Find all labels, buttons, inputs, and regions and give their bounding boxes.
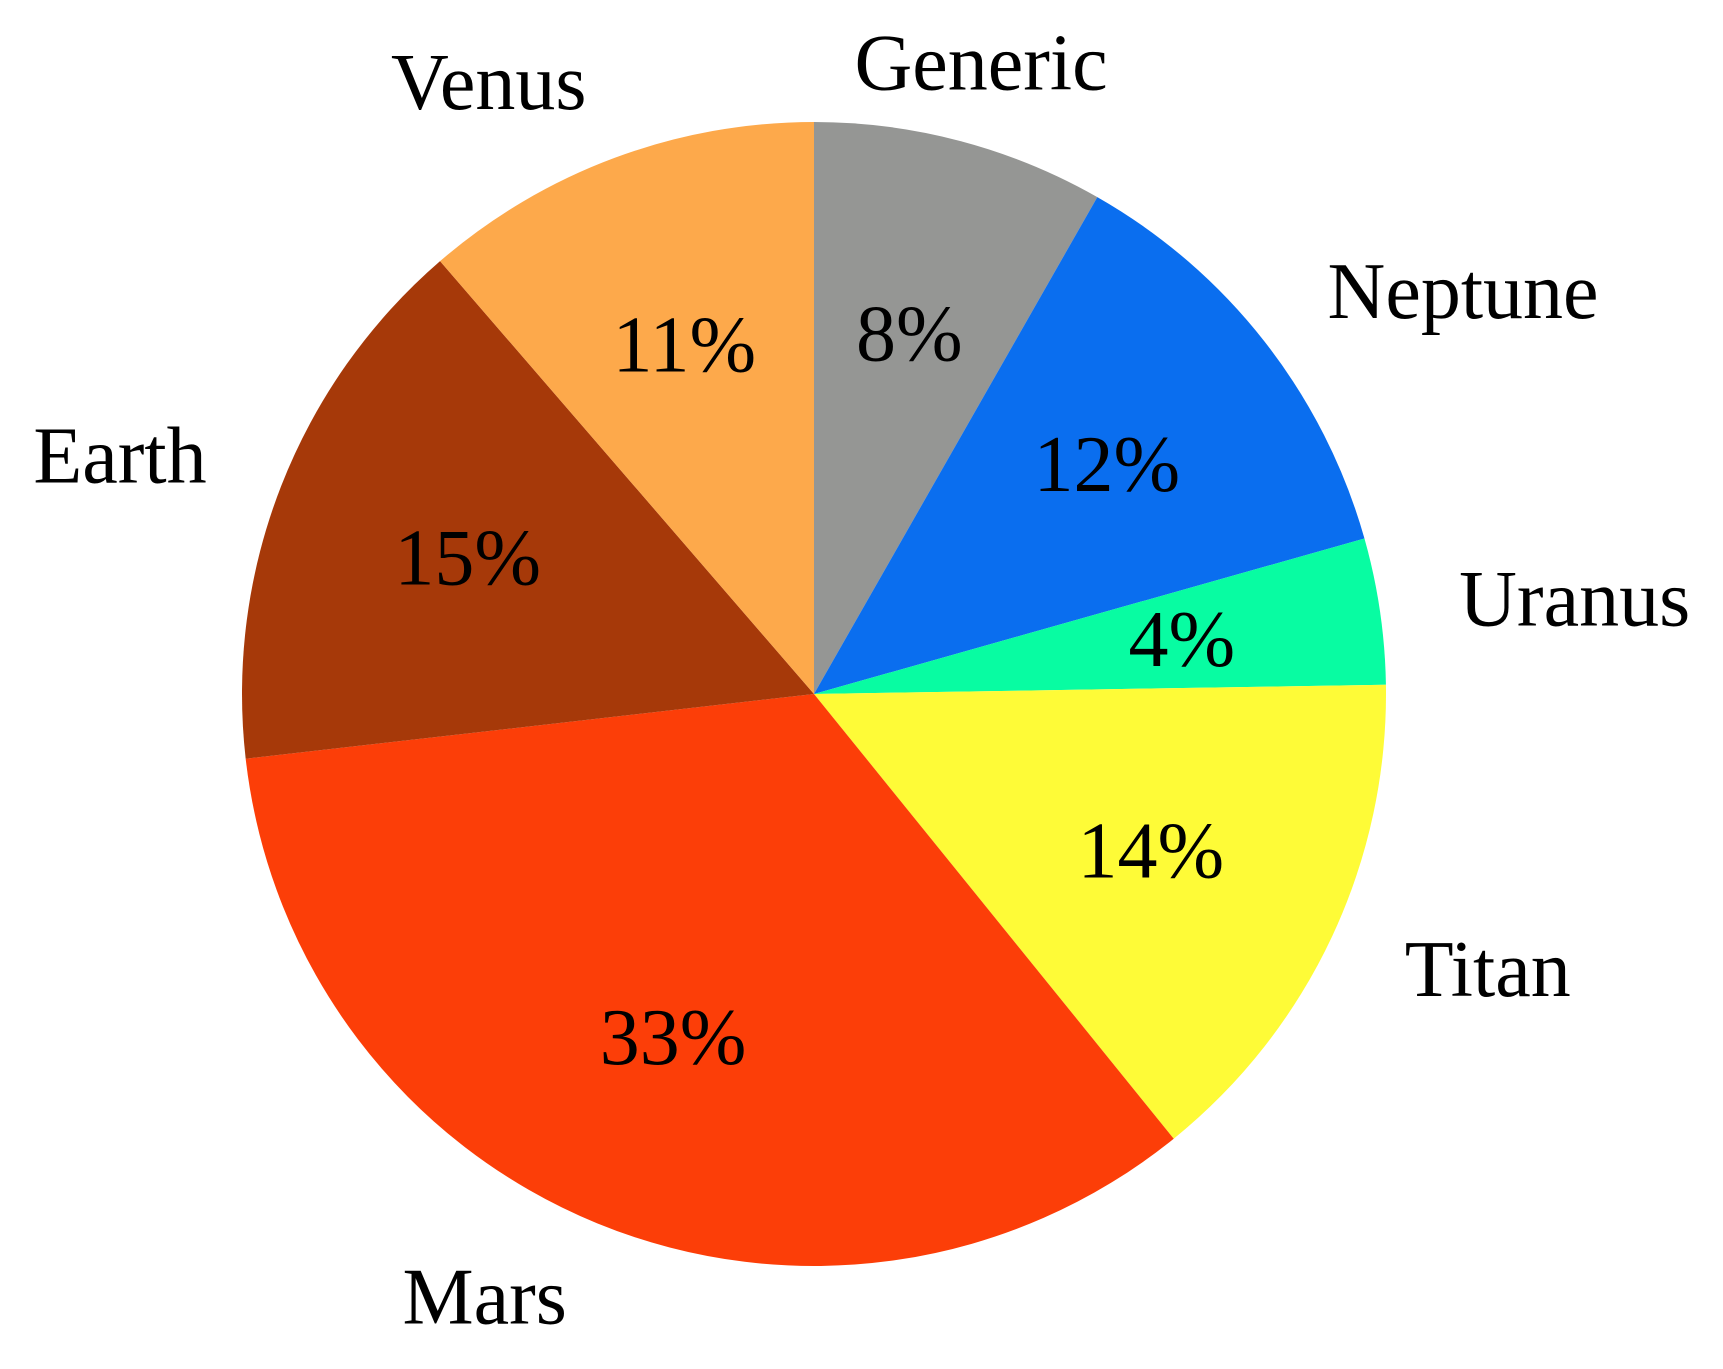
category-label-titan: Titan [1405, 926, 1571, 1014]
value-label-titan: 14% [1077, 807, 1224, 895]
value-label-generic: 8% [856, 291, 963, 379]
category-label-generic: Generic [854, 20, 1107, 108]
pie-slice-venus [440, 121, 814, 694]
pie-slice-generic [814, 122, 1098, 694]
value-label-earth: 15% [394, 515, 541, 603]
value-label-venus: 11% [612, 302, 756, 390]
pie-slices [241, 121, 1387, 1266]
pie-slice-uranus [814, 538, 1386, 694]
category-label-earth: Earth [33, 413, 206, 501]
category-label-mars: Mars [402, 1253, 566, 1341]
category-label-uranus: Uranus [1459, 555, 1690, 643]
pie-category-labels: Generic Neptune Uranus Titan Mars Earth Venus [33, 20, 1690, 1342]
pie-value-labels: 8% 12% 4% 14% 33% 15% 11% [394, 291, 1235, 1082]
pie-slice-mars [245, 694, 1174, 1266]
value-label-neptune: 12% [1033, 421, 1180, 509]
category-label-venus: Venus [391, 39, 587, 127]
value-label-uranus: 4% [1129, 596, 1236, 684]
value-label-mars: 33% [600, 994, 747, 1082]
pie-slice-titan [814, 684, 1387, 1139]
pie-slice-earth [241, 261, 815, 759]
category-label-neptune: Neptune [1328, 248, 1599, 336]
pie-slice-neptune [814, 197, 1365, 694]
